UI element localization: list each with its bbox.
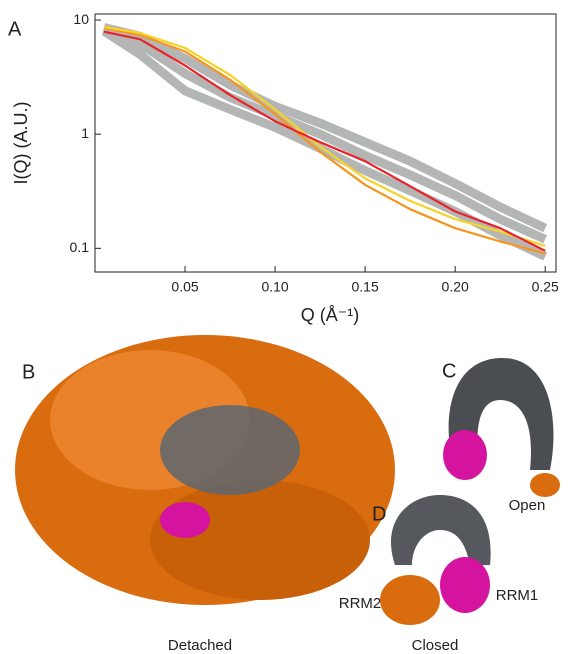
- y-tick-label: 0.1: [70, 239, 90, 255]
- label: Detached: [168, 637, 232, 654]
- structure-closed: [380, 495, 491, 625]
- y-tick-label: 1: [81, 125, 89, 141]
- series-line: [103, 30, 546, 252]
- series-line: [102, 23, 548, 233]
- structure-detached: [15, 335, 395, 605]
- series-line: [102, 25, 548, 244]
- series-line: [101, 27, 548, 261]
- label: RRM1: [496, 587, 539, 604]
- label: RRM2: [339, 595, 382, 612]
- x-axis-label: Q (Å⁻¹): [301, 305, 360, 325]
- panel-label: B: [22, 361, 35, 383]
- series-line: [103, 25, 546, 247]
- series-line: [103, 27, 546, 255]
- x-tick-label: 0.05: [171, 279, 198, 295]
- x-tick-label: 0.10: [261, 279, 288, 295]
- x-tick-label: 0.20: [442, 279, 469, 295]
- x-tick-label: 0.25: [532, 279, 559, 295]
- plot-frame: [94, 13, 557, 273]
- label: Open: [509, 497, 546, 514]
- panel-label: C: [442, 360, 456, 382]
- y-tick-label: 10: [73, 11, 89, 27]
- structure-open: [443, 357, 560, 497]
- panel-label: D: [372, 503, 386, 525]
- x-tick-label: 0.15: [351, 279, 378, 295]
- y-axis-label: I(Q) (A.U.): [11, 102, 31, 185]
- label: Closed: [412, 637, 459, 654]
- panel-label: A: [8, 18, 22, 40]
